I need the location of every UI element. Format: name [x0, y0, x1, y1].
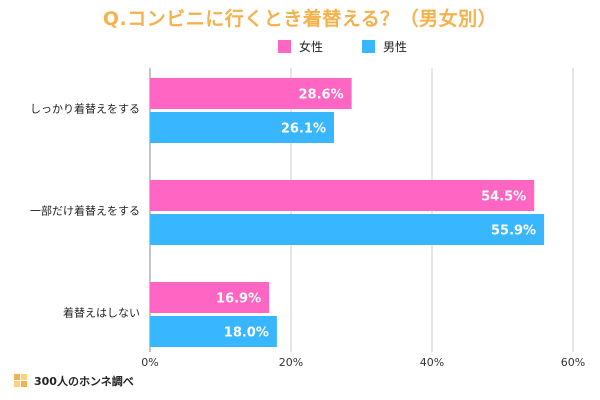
category-label: 着替えはしない	[63, 306, 140, 320]
legend-swatch-female	[278, 40, 291, 53]
data-label: 28.6%	[299, 88, 344, 103]
legend-item-female: 女性	[278, 38, 323, 55]
bar	[150, 316, 277, 347]
legend-item-male: 男性	[362, 38, 407, 55]
chart-title: Q.コンビニに行くとき着替える？（男女別）	[102, 8, 498, 30]
bar	[150, 282, 270, 313]
bar	[150, 78, 352, 109]
bar	[150, 214, 545, 245]
legend-label-female: 女性	[299, 40, 324, 54]
x-tick-label: 0%	[141, 356, 158, 369]
data-label: 54.5%	[481, 190, 526, 205]
x-tick-label: 40%	[420, 356, 444, 369]
data-label: 18.0%	[224, 326, 269, 341]
data-label: 16.9%	[216, 292, 261, 307]
legend-label-male: 男性	[383, 40, 408, 54]
house-grid-icon	[14, 374, 28, 388]
footer: 300人のホンネ調べ	[14, 373, 134, 389]
category-label: 一部だけ着替えをする	[30, 204, 140, 218]
legend-swatch-male	[362, 40, 375, 53]
source-label: 300人のホンネ調べ	[34, 375, 134, 388]
x-tick-label: 60%	[561, 356, 585, 369]
category-label: しっかり着替えをする	[30, 102, 140, 116]
data-label: 55.9%	[491, 224, 536, 239]
x-tick-label: 20%	[279, 356, 303, 369]
data-label: 26.1%	[281, 122, 326, 137]
bar	[150, 180, 535, 211]
bar	[150, 112, 335, 143]
legend: 女性 男性	[0, 38, 600, 54]
